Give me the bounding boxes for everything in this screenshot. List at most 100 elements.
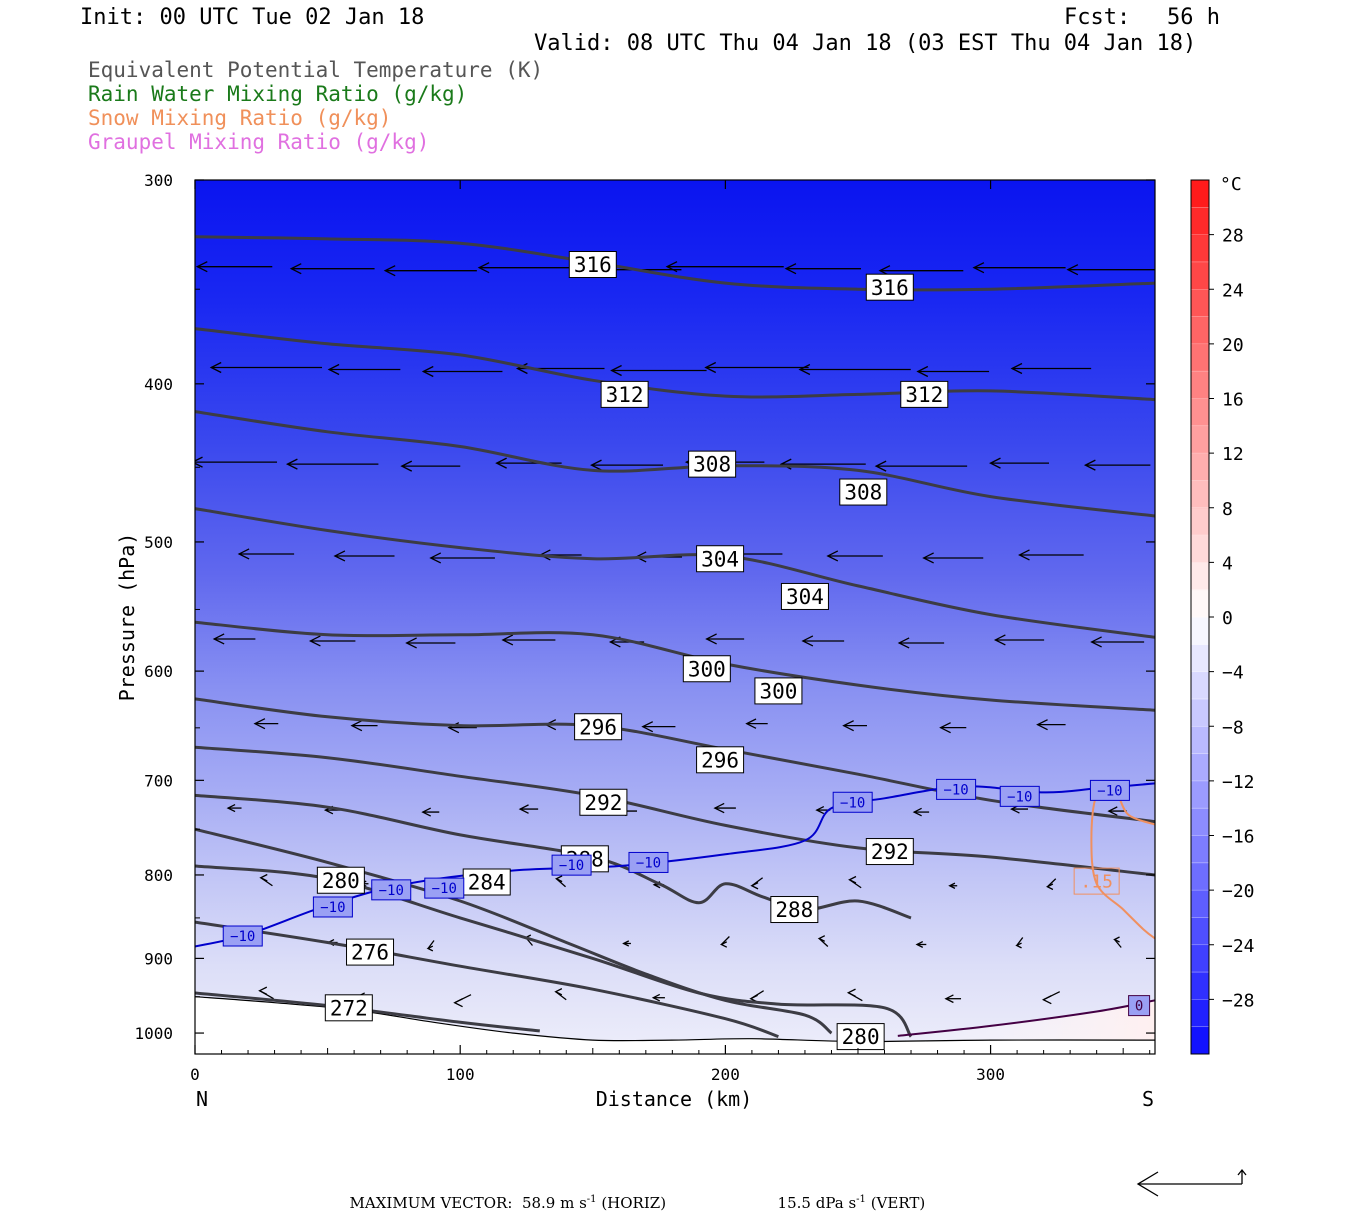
colorbar-segment [1191, 425, 1209, 454]
colorbar-segment [1191, 562, 1209, 591]
temperature-contour-label: −10 [312, 896, 353, 918]
max-vector-arrow [1136, 1168, 1247, 1197]
theta-e-contour-label: 296 [696, 746, 745, 774]
x-tick-label: 0 [190, 1065, 200, 1084]
svg-text:−10: −10 [636, 855, 661, 871]
colorbar-segment [1191, 398, 1209, 427]
colorbar-segment [1191, 917, 1209, 946]
forecast-hour: 56 h [1167, 5, 1220, 30]
theta-e-contour-2 [195, 410, 1155, 518]
wind-vector-head [209, 361, 222, 374]
wind-vector-head [801, 635, 814, 647]
wind-vector-head [501, 634, 514, 646]
wind-vector-head [405, 637, 417, 649]
svg-text:.15: .15 [1080, 872, 1113, 893]
svg-text:300: 300 [759, 679, 797, 703]
colorbar-segment [1191, 835, 1209, 864]
wind-vector-head [651, 993, 661, 1002]
wind-vector [1016, 937, 1024, 946]
svg-text:−10: −10 [320, 900, 345, 916]
theta-e-contour-6 [195, 745, 1155, 877]
colorbar-segment [1191, 180, 1209, 208]
wind-vector-head [993, 634, 1006, 646]
theta-e-contour-10 [195, 920, 779, 1039]
theta-e-contour-label: 316 [568, 251, 617, 279]
theta-e-contour-label: 288 [770, 896, 819, 924]
init-time: Init: 00 UTC Tue 02 Jan 18 [80, 5, 425, 30]
wind-vector-head [610, 364, 622, 377]
svg-text:292: 292 [871, 840, 909, 864]
wind-vectors [195, 261, 1155, 1008]
wind-vector-head [327, 363, 340, 376]
wind-vector-head [495, 457, 507, 469]
svg-text:272: 272 [330, 996, 368, 1020]
wind-vector-head [912, 807, 922, 817]
wind-vector-head [939, 722, 951, 734]
wind-vector-head [554, 875, 563, 883]
colorbar-tick-label: 4 [1222, 553, 1233, 574]
colorbar-tick-label: 12 [1222, 444, 1244, 465]
colorbar-tick-label: 24 [1222, 280, 1244, 301]
theta-e-contour-label: 308 [839, 478, 888, 506]
wind-vector-head [518, 804, 529, 814]
svg-text:0: 0 [1135, 999, 1143, 1015]
temperature-colorbar: 28 24 20 16 12 8 4 0 −4 −8 −12 −16 −20 −24 −28 [1190, 179, 1255, 1055]
colorbar-unit: °C [1220, 174, 1242, 195]
wind-vector-head [1113, 936, 1120, 943]
wind-vector-head [554, 988, 563, 996]
svg-text:−10: −10 [432, 881, 457, 897]
wind-vector-head [1066, 264, 1079, 276]
theta-e-contour-4 [195, 620, 1155, 712]
svg-text:−10: −10 [840, 795, 865, 811]
max-vector-horiz-unit: (HORIZ) [601, 1194, 667, 1212]
wind-vector-head [429, 552, 442, 564]
y-tick-label: 600 [144, 662, 173, 681]
wind-vector-head [665, 261, 678, 273]
x-axis-label: Distance (km) [596, 1087, 753, 1111]
theta-e-contour-8 [195, 827, 833, 1035]
temperature-contour-1 [897, 999, 1155, 1037]
colorbar-segment [1191, 972, 1209, 1000]
colorbar-segment [1191, 726, 1209, 755]
wind-vector-head [750, 882, 759, 890]
wind-vector-head [258, 986, 268, 995]
wind-vector-head [784, 263, 797, 275]
wind-vector-head [826, 550, 839, 562]
wind-vector-head [426, 945, 434, 952]
colorbar-segment [1191, 371, 1209, 399]
wind-vector-head [400, 460, 413, 472]
x-tick-label: 100 [446, 1065, 475, 1084]
wind-vector-head [421, 807, 432, 817]
wind-vector-head [285, 458, 298, 470]
x-end-label-north: N [196, 1087, 208, 1111]
x-tick-label: 200 [711, 1065, 740, 1084]
svg-text:316: 316 [871, 276, 909, 300]
y-tick-label: 800 [144, 866, 173, 885]
temperature-contour-label: −10 [832, 791, 873, 813]
wind-vector-head [641, 721, 654, 733]
temperature-fill [195, 180, 1155, 1054]
axes: 300 400 500 600 700 800 900 1000 0 100 200 300 [134, 171, 1155, 1084]
colorbar-segment [1191, 944, 1209, 973]
svg-text:312: 312 [905, 383, 943, 407]
wind-vector-head [453, 998, 463, 1008]
max-vector-caption: MAXIMUM VECTOR: 58.9 m s-1 (HORIZ) [340, 1176, 667, 1212]
temperature-contour-label: −10 [371, 879, 412, 901]
wind-vector-head [842, 720, 854, 732]
colorbar-segment [1191, 753, 1209, 782]
theta-e-contour-label: 292 [865, 838, 914, 866]
theta-e-contour-label: 276 [346, 938, 395, 966]
svg-text:−10: −10 [559, 858, 584, 874]
svg-text:−10: −10 [1007, 789, 1032, 805]
y-tick-label: 300 [144, 171, 173, 190]
colorbar-segment [1191, 644, 1209, 673]
wind-vector-head [1090, 636, 1102, 648]
colorbar-tick-label: 16 [1222, 390, 1244, 411]
theta-e-contour-label: 292 [579, 788, 628, 816]
wind-vector-head [195, 261, 208, 273]
svg-text:300: 300 [688, 657, 726, 681]
max-vector-vert-caption: 15.5 dPa s-1 (VERT) [768, 1176, 926, 1212]
wind-vector-head [590, 459, 602, 471]
theta-e-contour-label: 300 [682, 655, 731, 683]
svg-text:−10: −10 [1097, 783, 1122, 799]
